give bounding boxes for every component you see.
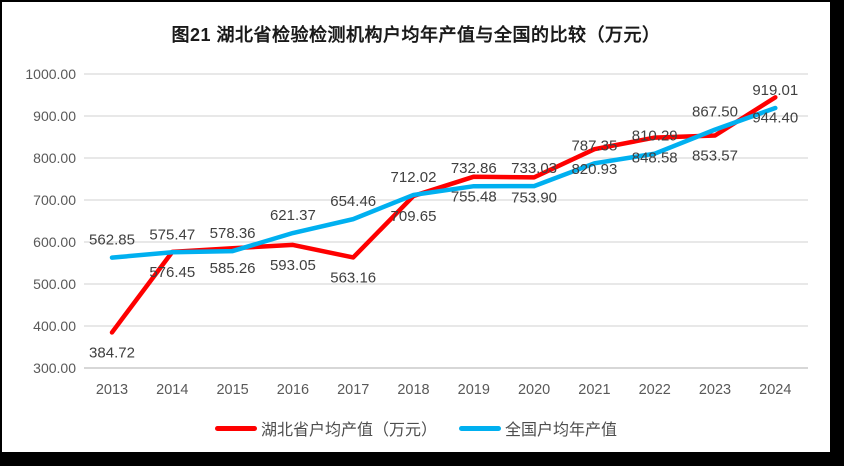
national-series-line: [109, 105, 778, 260]
legend-label-national: 全国户均年产值: [505, 422, 618, 439]
x-tick-label: 2018: [397, 382, 429, 398]
y-tick-label: 300.00: [33, 360, 76, 376]
legend-item-hubei: 湖北省户均产值（万元）: [214, 416, 437, 440]
y-tick-label: 900.00: [33, 108, 76, 124]
x-tick-label: 2015: [216, 382, 248, 398]
national-data-label: 733.03: [511, 160, 557, 177]
x-tick-label: 2017: [337, 382, 369, 398]
hubei-data-label: 944.40: [752, 109, 798, 126]
national-data-label: 867.50: [692, 104, 738, 121]
national-data-label: 621.37: [270, 207, 316, 224]
national-data-label: 654.46: [330, 193, 376, 210]
national-data-label: 732.86: [451, 160, 497, 177]
y-tick-label: 800.00: [33, 150, 76, 166]
hubei-data-label: 384.72: [89, 344, 135, 361]
national-data-label: 562.85: [89, 232, 135, 249]
hubei-data-label: 853.57: [692, 148, 738, 165]
hubei-data-label: 820.93: [571, 161, 617, 178]
national-data-label: 787.35: [571, 137, 617, 154]
national-data-label: 810.29: [632, 128, 678, 145]
national-data-label: 919.01: [752, 82, 798, 99]
y-tick-label: 1000.00: [25, 66, 76, 82]
hubei-series-line: [109, 95, 778, 335]
chart-legend: 湖北省户均产值（万元） 全国户均年产值: [2, 412, 830, 444]
y-tick-label: 700.00: [33, 192, 76, 208]
hubei-data-label: 563.16: [330, 269, 376, 286]
y-tick-label: 400.00: [33, 318, 76, 334]
y-tick-label: 600.00: [33, 234, 76, 250]
hubei-data-label: 585.26: [210, 260, 256, 277]
national-data-label: 578.36: [210, 225, 256, 242]
x-tick-label: 2014: [156, 382, 188, 398]
x-tick-label: 2022: [639, 382, 671, 398]
x-tick-label: 2019: [458, 382, 490, 398]
national-line-swatch: [459, 425, 501, 431]
hubei-data-label: 848.58: [632, 150, 678, 167]
hubei-line-swatch: [214, 425, 257, 431]
hubei-data-label: 709.65: [391, 208, 437, 225]
x-tick-label: 2020: [518, 382, 550, 398]
hubei-data-label: 593.05: [270, 257, 316, 274]
x-tick-label: 2013: [96, 382, 128, 398]
x-tick-label: 2023: [699, 382, 731, 398]
national-data-label: 712.02: [391, 169, 437, 186]
x-tick-label: 2024: [759, 382, 791, 398]
x-tick-label: 2021: [578, 382, 610, 398]
chart-title: 图21 湖北省检验检测机构户均年产值与全国的比较（万元）: [171, 25, 661, 45]
legend-item-national: 全国户均年产值: [459, 416, 617, 440]
legend-label-hubei: 湖北省户均产值（万元）: [260, 422, 437, 439]
hubei-data-label: 753.90: [511, 189, 557, 206]
hubei-data-label: 576.45: [149, 264, 195, 281]
hubei-data-label: 755.48: [451, 189, 497, 206]
x-tick-label: 2016: [277, 382, 309, 398]
national-data-label: 575.47: [149, 226, 195, 243]
y-tick-label: 500.00: [33, 276, 76, 292]
